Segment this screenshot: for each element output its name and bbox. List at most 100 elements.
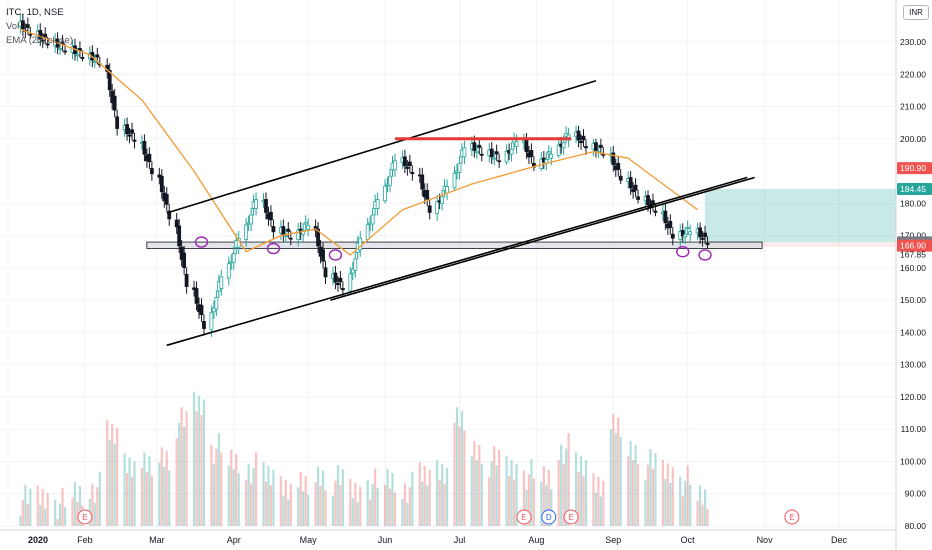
candle[interactable] [219,269,224,296]
candle[interactable] [576,125,581,148]
candle[interactable] [489,142,494,164]
candle[interactable] [283,228,288,243]
candle[interactable] [149,161,154,181]
candle[interactable] [296,223,301,247]
candle[interactable] [271,219,276,239]
candle[interactable] [286,222,291,239]
candle[interactable] [504,144,509,165]
candle[interactable] [680,223,685,243]
candle[interactable] [594,138,598,158]
candle[interactable] [130,122,134,141]
candle[interactable] [683,227,688,244]
candle[interactable] [579,134,583,150]
candle[interactable] [611,145,616,172]
currency-button[interactable]: INR [903,5,929,20]
candle[interactable] [316,222,320,254]
candle[interactable] [159,169,164,199]
support-zone[interactable] [146,241,763,249]
candle[interactable] [663,203,668,230]
candle[interactable] [670,227,675,246]
candle[interactable] [313,219,318,238]
candle[interactable] [40,32,45,48]
price-axis[interactable]: 230.00 220.00 210.00 200.00 180.00 170.00 160.… [897,37,932,531]
candle[interactable] [306,218,311,237]
candle[interactable] [323,260,328,284]
earnings-marker[interactable]: D [541,509,557,525]
candle[interactable] [601,147,606,159]
candle[interactable] [164,187,169,212]
candle[interactable] [303,215,308,232]
candle[interactable] [132,132,137,149]
candle[interactable] [494,144,499,162]
price-marker[interactable]: 166.90 [897,239,932,252]
candle[interactable] [440,189,445,211]
candle[interactable] [358,231,363,257]
annotation-circle[interactable] [328,249,343,261]
candle[interactable] [174,213,179,234]
candle[interactable] [497,153,502,168]
ema-line[interactable] [20,28,699,256]
candle[interactable] [705,236,710,249]
candle[interactable] [407,154,412,173]
target-zone[interactable] [705,188,896,243]
candle[interactable] [254,192,258,216]
earnings-marker[interactable]: E [784,509,800,525]
annotation-circle[interactable] [676,246,690,258]
candle[interactable] [688,224,693,242]
candle[interactable] [43,27,48,45]
candle[interactable] [435,194,440,221]
candle[interactable] [452,166,457,191]
candle[interactable] [509,142,514,162]
candle[interactable] [584,139,588,155]
candle[interactable] [410,165,415,181]
candle[interactable] [281,219,286,242]
annotation-circle[interactable] [698,249,712,261]
candle[interactable] [616,156,621,177]
candle[interactable] [462,140,467,164]
candle[interactable] [636,189,640,204]
candle[interactable] [20,13,25,37]
candle[interactable] [142,134,147,162]
candle[interactable] [194,281,199,311]
candle[interactable] [405,160,410,176]
candle[interactable] [269,205,273,227]
candle[interactable] [598,138,603,155]
candle-series[interactable] [18,13,710,337]
earnings-marker[interactable]: E [77,509,93,525]
channel-lower-extension-line[interactable] [330,176,755,301]
candle[interactable] [628,171,633,195]
candle[interactable] [685,220,690,235]
candle[interactable] [383,179,387,204]
earnings-marker[interactable]: E [516,509,532,525]
candle[interactable] [425,183,430,207]
candle[interactable] [703,225,707,244]
candle[interactable] [581,129,586,147]
candle[interactable] [115,109,120,136]
candle[interactable] [336,276,340,292]
candle[interactable] [244,217,249,247]
candle[interactable] [226,256,231,286]
candle[interactable] [348,266,353,294]
candle[interactable] [474,144,479,159]
annotation-circle[interactable] [266,242,281,255]
candle[interactable] [477,138,482,155]
candle[interactable] [388,169,392,193]
candle[interactable] [350,262,355,281]
candle[interactable] [393,153,397,177]
candle[interactable] [420,167,425,197]
candle[interactable] [264,192,268,220]
candle[interactable] [618,169,623,184]
price-marker[interactable]: 190.90 [897,162,932,175]
candle[interactable] [184,267,189,294]
channel-upper-line[interactable] [166,79,597,214]
price-marker[interactable]: 184.45 [897,182,932,195]
candle[interactable] [321,242,325,269]
candle[interactable] [202,314,206,336]
candle[interactable] [147,147,152,169]
candle[interactable] [338,271,343,289]
candle[interactable] [125,117,129,141]
candle[interactable] [107,63,112,97]
candle[interactable] [375,192,380,216]
